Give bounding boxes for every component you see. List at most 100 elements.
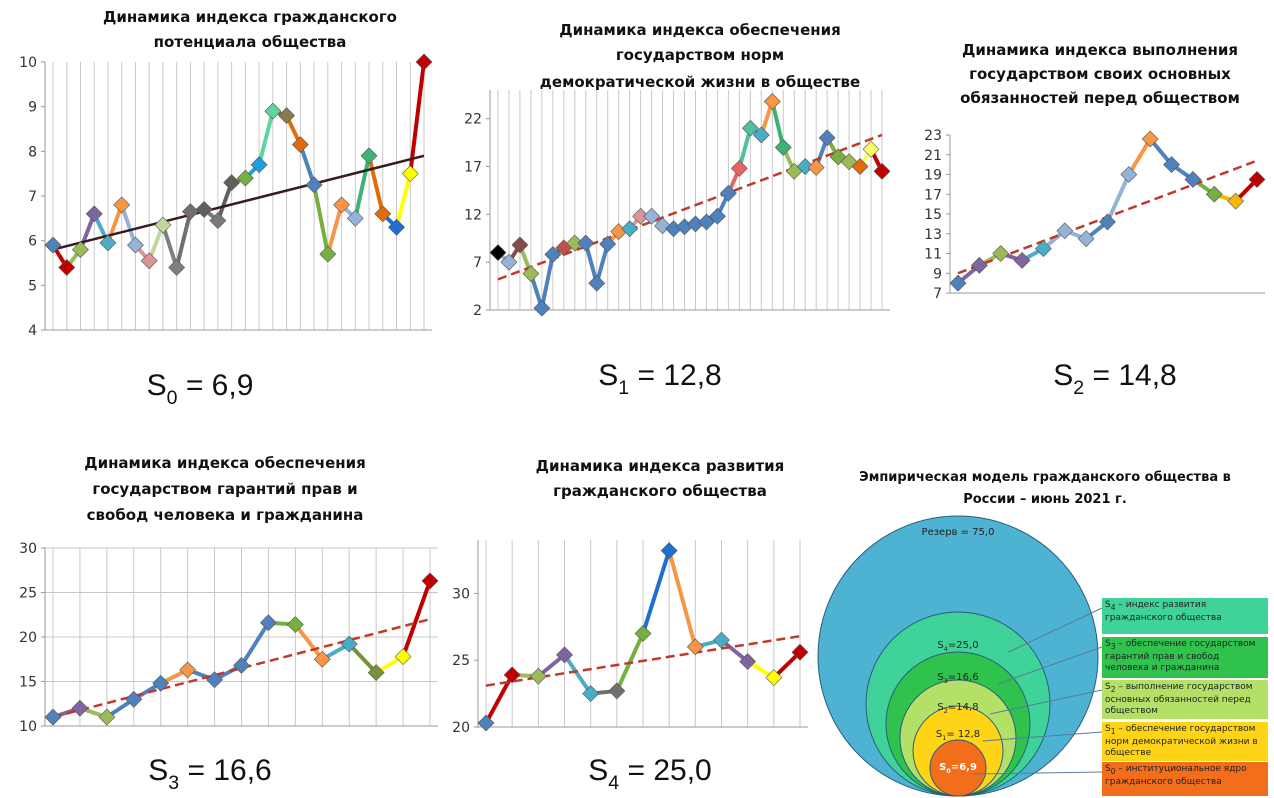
- point: [264, 102, 282, 120]
- point: [503, 666, 521, 684]
- y-tick-label: 11: [924, 247, 942, 263]
- point: [992, 245, 1010, 262]
- point: [851, 158, 869, 175]
- chart-title: государством своих основных: [969, 65, 1231, 83]
- point: [1163, 156, 1180, 174]
- point: [72, 241, 89, 259]
- point: [862, 140, 880, 158]
- circle-label-sub: 3: [944, 677, 948, 685]
- circle-label-sub: 0: [946, 767, 951, 775]
- point: [477, 714, 495, 732]
- point: [250, 156, 268, 174]
- circle: [929, 739, 987, 797]
- circle-label-rest: =6,9: [951, 762, 977, 773]
- point: [260, 614, 277, 632]
- point: [58, 259, 76, 276]
- point: [774, 138, 792, 156]
- legend-base: S: [1105, 724, 1111, 734]
- caption-base: S: [598, 359, 618, 392]
- trend-line: [497, 133, 883, 281]
- point: [236, 169, 254, 187]
- point: [152, 674, 170, 692]
- point: [533, 299, 551, 317]
- line-segment: [353, 153, 372, 221]
- y-tick-label: 9: [28, 100, 37, 116]
- legend-sub: 2: [1110, 684, 1116, 694]
- chart-title: государством гарантий прав и: [92, 480, 357, 498]
- point: [765, 669, 783, 687]
- legend-sub: 0: [1110, 766, 1116, 776]
- caption-sub: 0: [167, 387, 178, 409]
- point: [621, 220, 639, 238]
- y-tick-label: 12: [464, 207, 482, 223]
- point: [791, 643, 809, 661]
- point: [752, 126, 770, 144]
- circle-label: S3=16,6: [937, 672, 978, 685]
- point: [643, 207, 661, 225]
- point: [99, 234, 117, 252]
- point: [388, 218, 405, 236]
- point: [1227, 192, 1245, 210]
- y-tick-label: 7: [473, 255, 482, 271]
- y-tick-label: 7: [28, 189, 37, 205]
- circle-label-base: S: [937, 640, 943, 651]
- circle-label: S0=6,9: [939, 762, 977, 775]
- point: [1184, 171, 1202, 188]
- chart-title: государством норм: [616, 46, 784, 64]
- trend-line: [52, 617, 431, 719]
- point: [154, 216, 172, 234]
- circle-label-rest: =25,0: [948, 640, 979, 651]
- point: [686, 638, 704, 656]
- point: [340, 635, 358, 653]
- point: [223, 174, 241, 192]
- legend-entry: S0 – институциональное ядро гражданского…: [1102, 762, 1268, 796]
- line-segment: [347, 642, 379, 675]
- point: [401, 165, 419, 183]
- caption: S4 = 25,0: [588, 754, 711, 794]
- trend-line: [485, 634, 801, 687]
- y-tick-label: 6: [28, 234, 37, 250]
- point: [206, 671, 223, 689]
- line-segment: [562, 652, 593, 696]
- point: [1035, 240, 1052, 257]
- legend-base: S: [1105, 764, 1111, 774]
- circle-label-rest: = 12,8: [946, 729, 980, 740]
- line-segment: [160, 223, 179, 270]
- point: [140, 252, 158, 270]
- circle-label: S4=25,0: [937, 640, 978, 653]
- point: [556, 646, 573, 664]
- point: [319, 245, 337, 263]
- point: [529, 667, 547, 685]
- point: [796, 158, 814, 175]
- y-tick-label: 19: [924, 168, 942, 184]
- line-segment: [119, 202, 138, 248]
- caption-sub: 3: [168, 772, 179, 794]
- chart-title: Динамика индекса обеспечения: [84, 454, 366, 472]
- y-tick-label: 17: [464, 160, 482, 176]
- y-tick-label: 13: [924, 227, 942, 243]
- chart-title: потенциала общества: [154, 33, 347, 51]
- chart-title: Динамика индекса выполнения: [962, 41, 1238, 59]
- y-tick-label: 10: [19, 719, 37, 735]
- legend-base: S: [1105, 600, 1111, 610]
- circle-label-sub: 1: [942, 734, 946, 742]
- point: [286, 616, 304, 633]
- y-tick-label: 25: [19, 586, 37, 602]
- trend-line: [52, 154, 425, 251]
- point: [1205, 185, 1223, 203]
- point: [739, 653, 757, 670]
- line-segment: [293, 622, 325, 662]
- circle-label: S1= 12,8: [936, 729, 980, 742]
- point: [1077, 230, 1095, 248]
- chart-title: свобод человека и гражданина: [87, 506, 364, 524]
- point: [44, 708, 62, 726]
- point: [415, 53, 433, 71]
- legend-entry: S4 – индекс развития гражданского общест…: [1102, 598, 1268, 634]
- caption-base: S: [147, 369, 167, 402]
- point: [840, 153, 858, 171]
- point: [367, 664, 385, 682]
- connector: [973, 771, 1103, 775]
- circle-label-base: S: [939, 762, 946, 773]
- point: [278, 107, 296, 125]
